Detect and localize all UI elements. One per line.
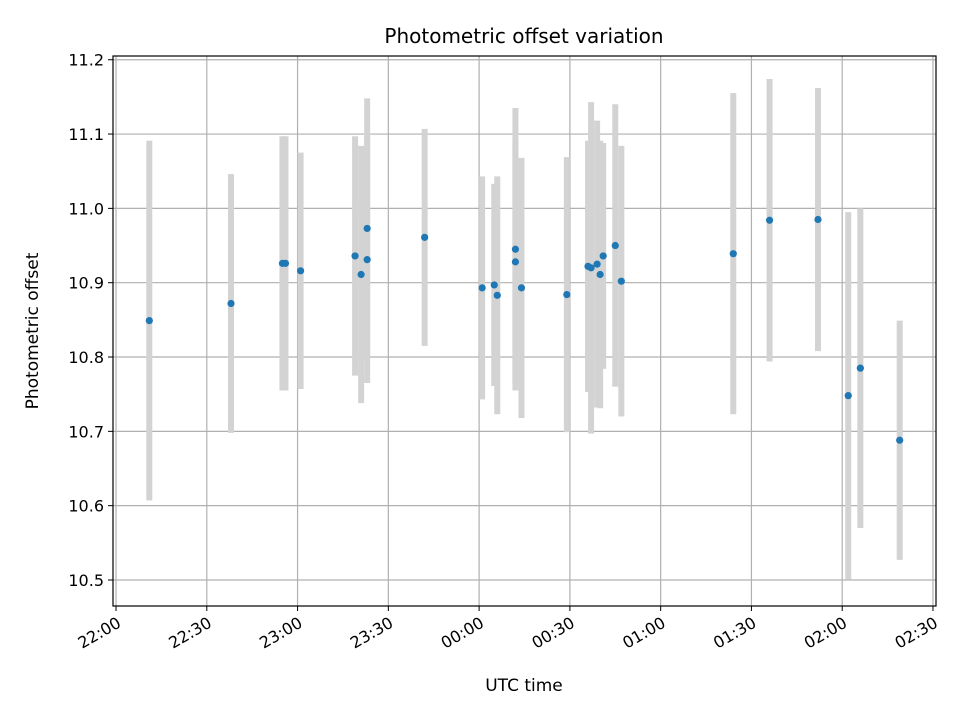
y-tick-label: 10.7 bbox=[68, 422, 104, 441]
grid bbox=[113, 56, 936, 606]
error-bars bbox=[146, 79, 903, 580]
y-axis-ticks: 10.5 10.6 10.7 10.8 10.9 11.0 11.1 11.2 bbox=[68, 51, 113, 590]
data-point bbox=[563, 290, 571, 299]
chart-title: Photometric offset variation bbox=[384, 24, 663, 48]
y-tick-label: 11.2 bbox=[68, 51, 104, 70]
data-point bbox=[296, 267, 305, 275]
data-point bbox=[814, 215, 822, 224]
data-point bbox=[363, 256, 371, 264]
data-point bbox=[363, 224, 371, 233]
x-tick-label: 22:00 bbox=[75, 613, 124, 653]
x-tick-label: 23:30 bbox=[347, 613, 396, 653]
data-point bbox=[145, 316, 153, 325]
x-tick-label: 00:00 bbox=[438, 613, 487, 653]
data-point bbox=[493, 291, 501, 299]
y-tick-label: 10.6 bbox=[68, 497, 104, 516]
data-point bbox=[351, 252, 359, 260]
data-point bbox=[517, 284, 526, 292]
data-point bbox=[511, 258, 520, 266]
data-point bbox=[490, 281, 498, 289]
x-tick-label: 01:00 bbox=[619, 613, 668, 653]
x-axis-ticks: 22:00 22:30 23:00 23:30 00:00 00:30 01:00 01:30… bbox=[75, 606, 941, 653]
x-tick-label: 00:30 bbox=[528, 613, 577, 653]
data-point bbox=[281, 259, 290, 267]
x-axis-label: UTC time bbox=[485, 676, 563, 696]
plot-frame bbox=[112, 55, 937, 607]
data-point bbox=[596, 270, 604, 279]
data-point bbox=[478, 284, 486, 292]
y-axis-label: Photometric offset bbox=[23, 252, 43, 409]
x-tick-label: 02:30 bbox=[892, 613, 941, 653]
y-tick-label: 10.5 bbox=[68, 571, 104, 590]
y-tick-label: 11.0 bbox=[68, 199, 104, 218]
x-tick-label: 23:00 bbox=[256, 613, 305, 653]
x-tick-label: 22:30 bbox=[165, 613, 214, 653]
data-point bbox=[856, 364, 864, 372]
y-tick-label: 10.9 bbox=[68, 274, 104, 293]
data-point bbox=[357, 270, 365, 279]
y-tick-label: 10.8 bbox=[68, 348, 104, 367]
data-point bbox=[599, 252, 607, 260]
x-tick-label: 01:30 bbox=[710, 613, 759, 653]
data-point bbox=[729, 250, 737, 258]
data-point bbox=[511, 245, 520, 253]
data-point bbox=[896, 436, 904, 444]
data-points bbox=[145, 215, 904, 444]
data-point bbox=[844, 392, 852, 400]
data-point bbox=[611, 241, 619, 250]
data-point bbox=[587, 264, 595, 272]
data-point bbox=[227, 299, 235, 308]
y-tick-label: 11.1 bbox=[68, 125, 104, 144]
x-tick-label: 02:00 bbox=[801, 613, 850, 653]
data-point bbox=[593, 260, 601, 268]
data-point bbox=[421, 233, 429, 241]
data-point bbox=[765, 216, 774, 224]
data-point bbox=[617, 277, 625, 285]
